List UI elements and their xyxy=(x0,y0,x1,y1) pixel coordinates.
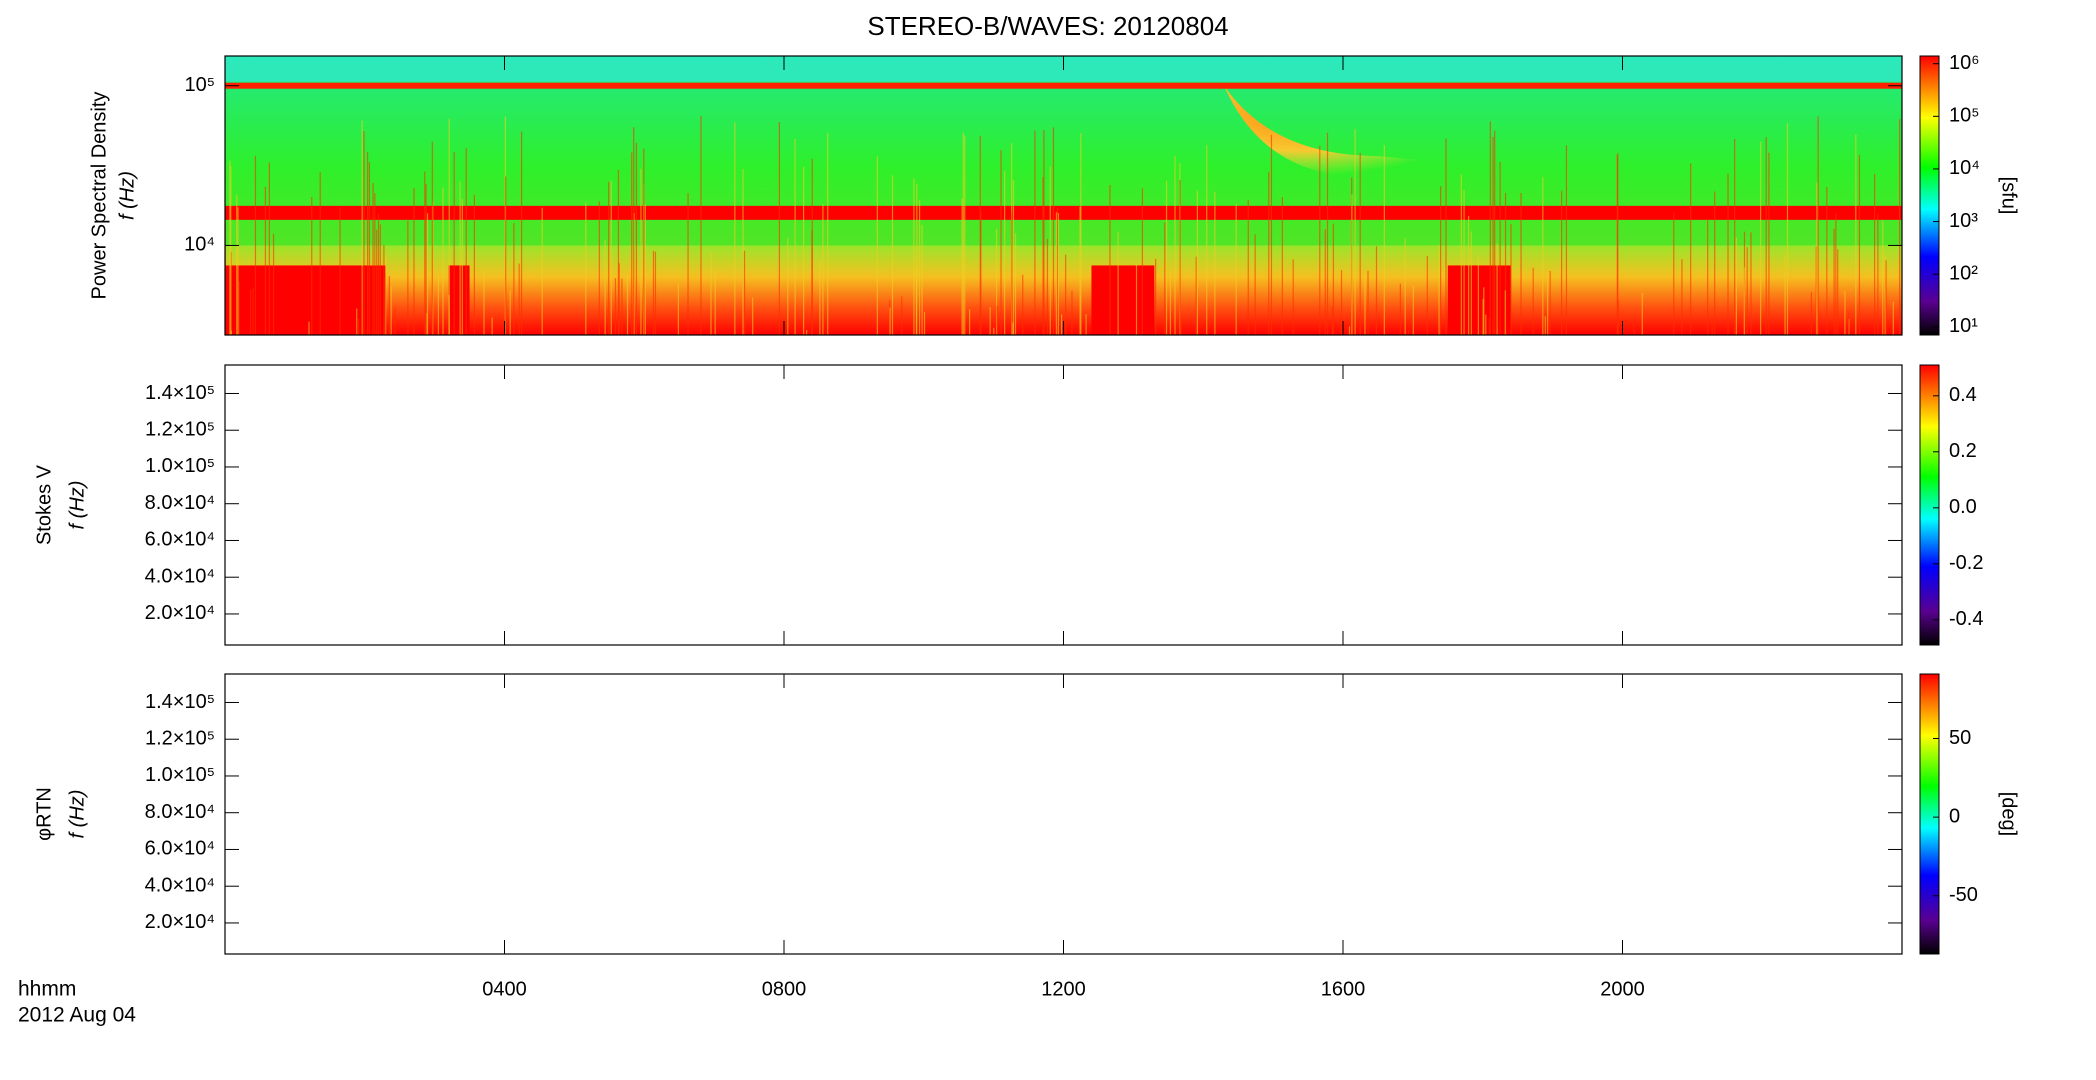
plot-frame xyxy=(224,673,1903,955)
colorbar xyxy=(1919,364,1940,646)
colorbar-tick-label: 10⁶ xyxy=(1949,52,1979,74)
y-axis-label: f (Hz) xyxy=(66,481,88,530)
colorbar-tick-label: 10⁵ xyxy=(1949,105,1980,127)
spectrogram-image xyxy=(224,56,1902,335)
x-tick-label: 0400 xyxy=(482,978,527,1000)
colorbar-tick-label: 50 xyxy=(1949,727,1971,749)
spectrogram-fill xyxy=(1447,265,1511,335)
spectrogram-fill xyxy=(1224,86,1483,176)
plot-frame xyxy=(224,364,1903,646)
y-tick-label: 1.0×10⁵ xyxy=(145,764,215,786)
colorbar xyxy=(1919,55,1940,336)
spectrogram-fill xyxy=(1091,265,1155,335)
chart-title: STEREO-B/WAVES: 20120804 xyxy=(867,11,1228,41)
y-tick-label: 2.0×10⁴ xyxy=(145,911,215,933)
y-tick-label: 6.0×10⁴ xyxy=(145,529,215,551)
spectrogram-fill xyxy=(225,82,1902,89)
colorbar-tick-label: -50 xyxy=(1949,884,1978,906)
x-tick-label: 0800 xyxy=(762,978,807,1000)
colorbar-tick-label: 0.4 xyxy=(1949,384,1977,406)
x-tick-label: 2000 xyxy=(1600,978,1645,1000)
spectrogram-fill xyxy=(225,245,1902,335)
colorbar-tick-label: 10³ xyxy=(1949,210,1978,232)
colorbar-tick-label: -0.2 xyxy=(1949,552,1983,574)
spectrogram-fill xyxy=(225,205,1902,220)
y-tick-label: 4.0×10⁴ xyxy=(145,565,215,587)
colorbar-tick-label: 0 xyxy=(1949,805,1960,827)
y-tick-label: 1.4×10⁵ xyxy=(145,382,215,404)
y-tick-label: 1.0×10⁵ xyxy=(145,455,215,477)
colorbar-tick-label: 10⁴ xyxy=(1949,157,1980,179)
colorbar-tick-label: 0.2 xyxy=(1949,440,1977,462)
y-tick-label: 10⁵ xyxy=(184,74,215,96)
y-tick-label: 8.0×10⁴ xyxy=(145,801,215,823)
colorbar-label: [sfu] xyxy=(1998,177,2020,215)
date-label: 2012 Aug 04 xyxy=(18,1004,136,1027)
y-axis-label: Power Spectral Density xyxy=(88,92,110,300)
colorbar-tick-label: 10¹ xyxy=(1949,315,1978,337)
colorbar xyxy=(1919,673,1940,955)
y-axis-label: f (Hz) xyxy=(66,790,88,839)
y-tick-label: 1.4×10⁵ xyxy=(145,691,215,713)
y-tick-label: 4.0×10⁴ xyxy=(145,874,215,896)
y-axis-label: Stokes V xyxy=(33,464,55,545)
colorbar-label: [deg] xyxy=(1998,792,2020,836)
y-tick-label: 1.2×10⁵ xyxy=(145,728,215,750)
colorbar-tick-label: 10² xyxy=(1949,262,1978,284)
y-tick-label: 1.2×10⁵ xyxy=(145,419,215,441)
x-tick-label: 1600 xyxy=(1321,978,1366,1000)
colorbar-tick-label: 0.0 xyxy=(1949,496,1977,518)
y-tick-label: 6.0×10⁴ xyxy=(145,838,215,860)
y-axis-label: f (Hz) xyxy=(116,171,138,220)
x-tick-label: 1200 xyxy=(1041,978,1086,1000)
colorbar-tick-label: -0.4 xyxy=(1949,608,1983,630)
y-tick-label: 2.0×10⁴ xyxy=(145,602,215,624)
y-axis-label: φRTN xyxy=(33,787,55,841)
y-tick-label: 8.0×10⁴ xyxy=(145,492,215,514)
x-axis-label: hhmm xyxy=(18,978,76,1001)
y-tick-label: 10⁴ xyxy=(184,234,215,256)
